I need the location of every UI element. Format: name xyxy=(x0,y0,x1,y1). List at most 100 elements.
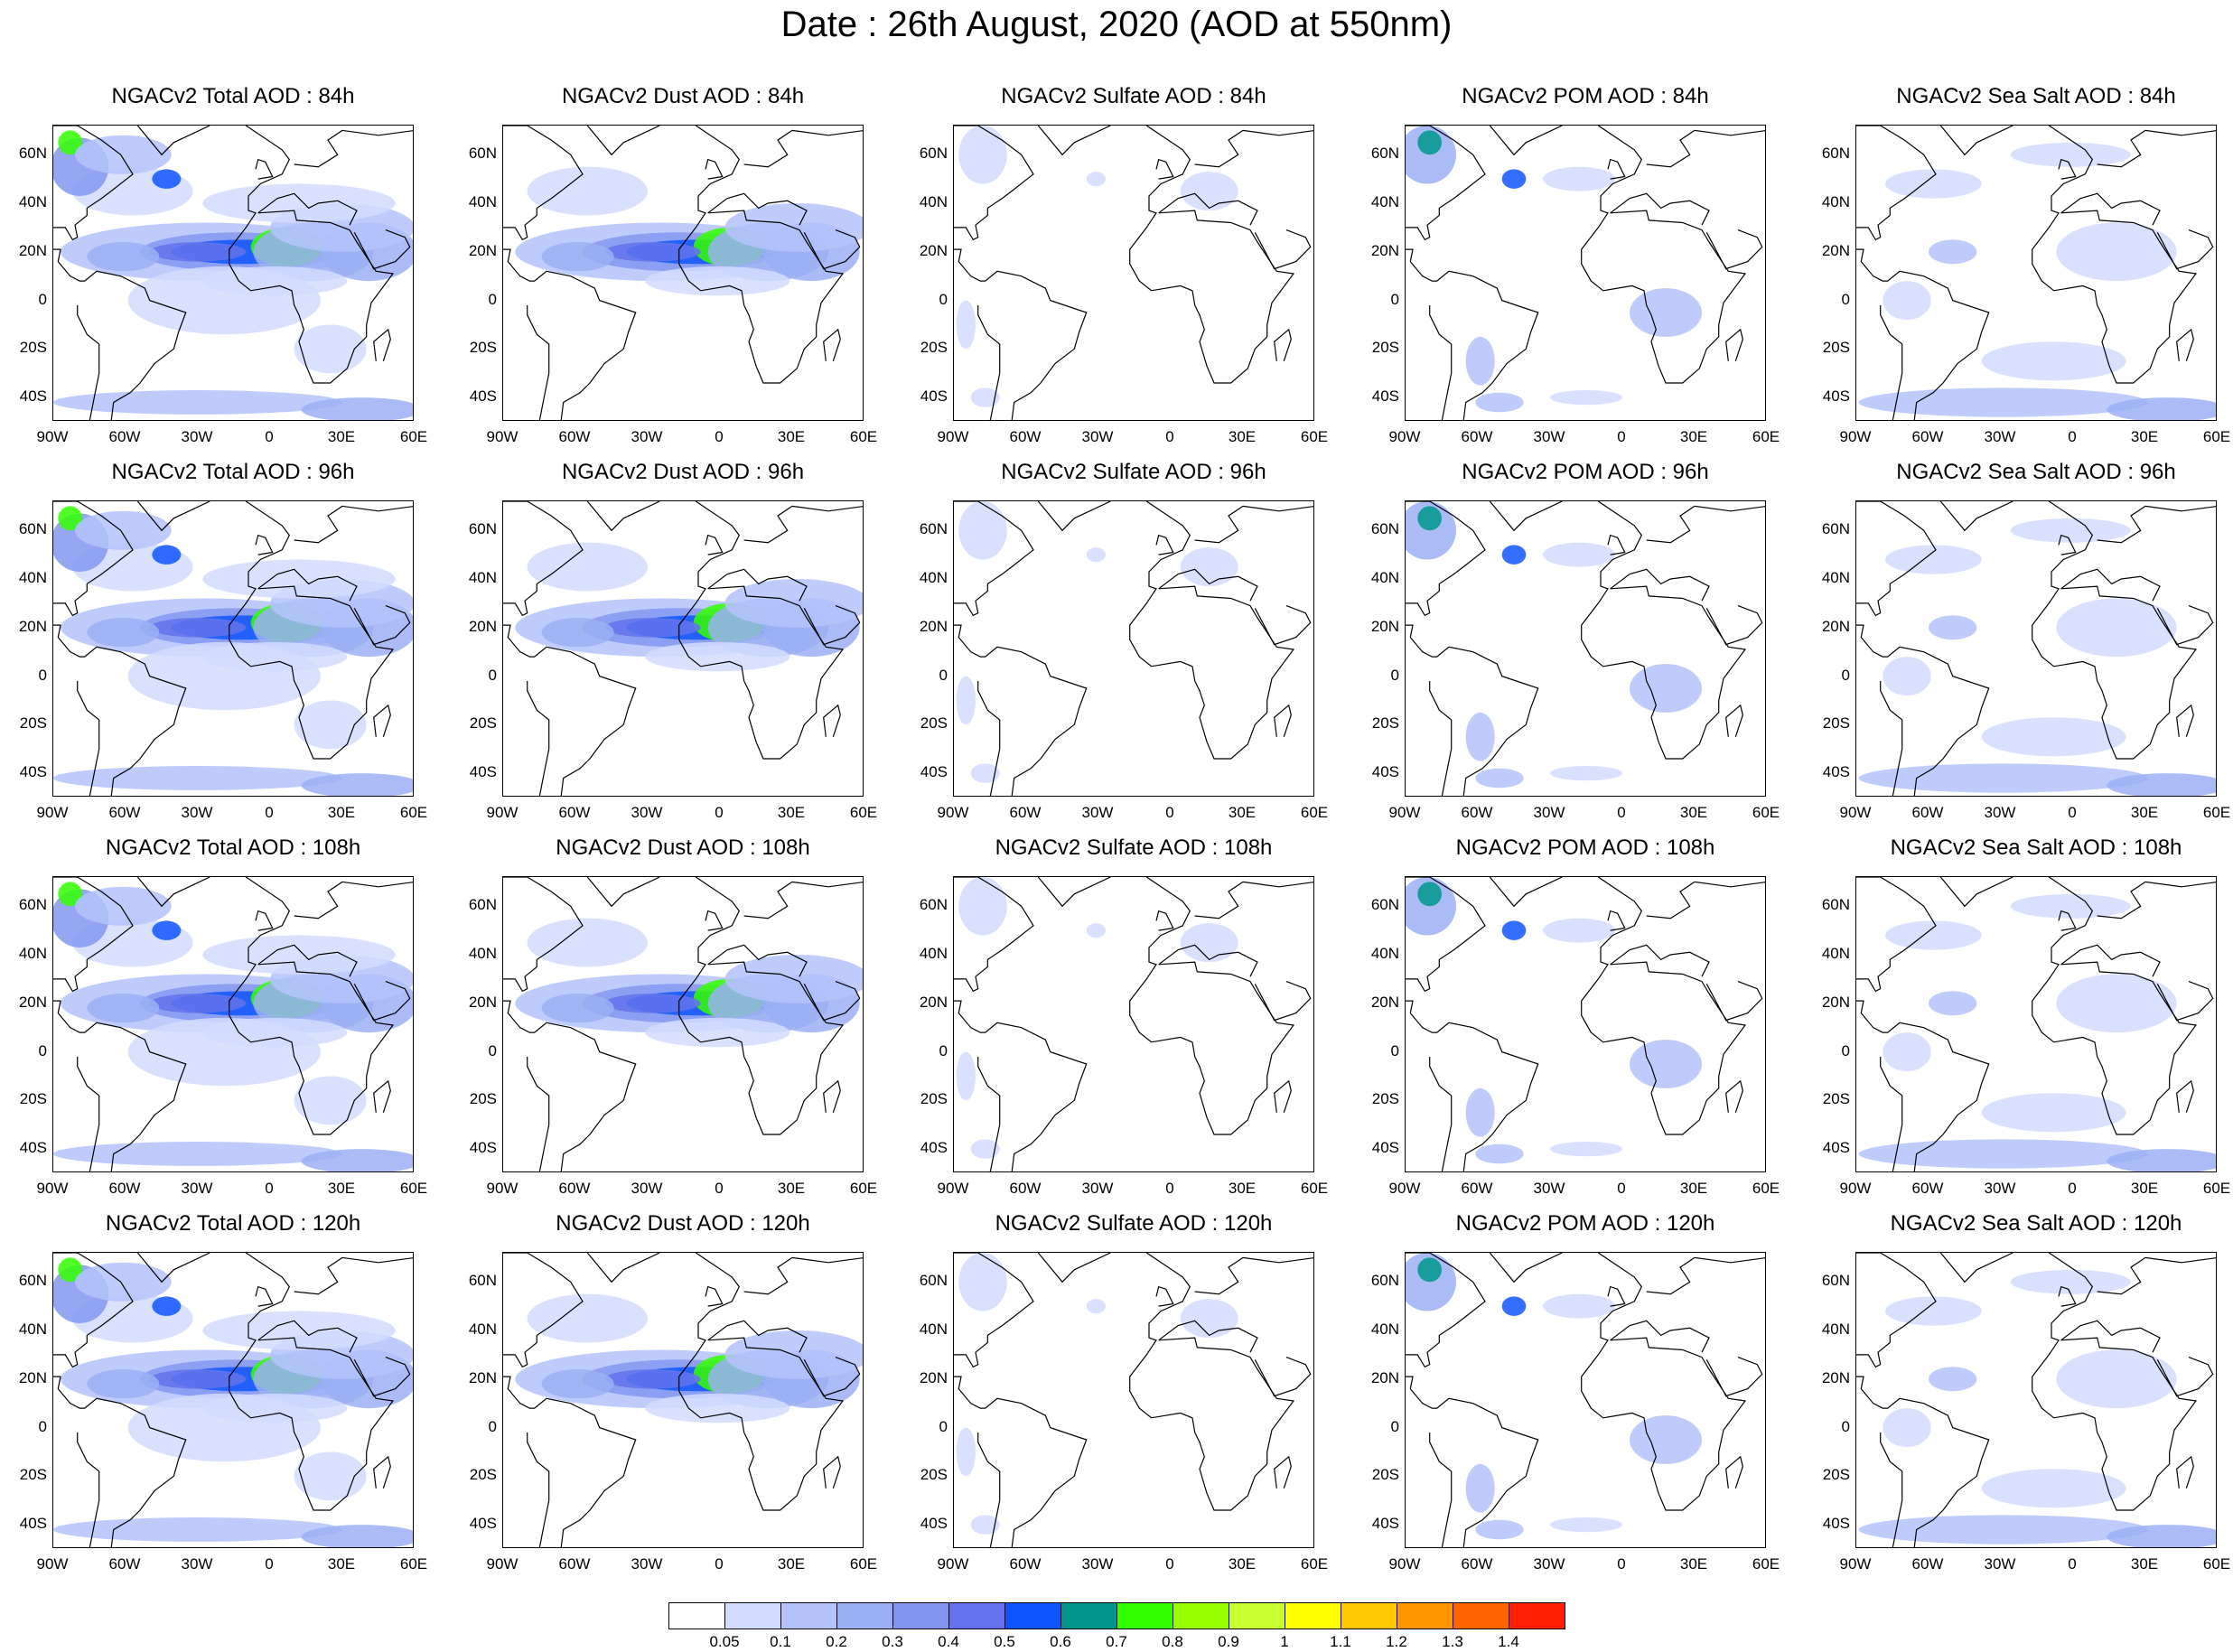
coastline xyxy=(1037,501,1111,532)
coastline xyxy=(1646,505,1765,544)
aod-field xyxy=(2056,598,2177,658)
coastline xyxy=(1880,1433,1903,1547)
coastline xyxy=(1705,981,1763,1022)
lon-tick-label: 0 xyxy=(265,1180,274,1197)
aod-field xyxy=(541,1369,614,1399)
coastline xyxy=(1254,981,1312,1022)
lat-tick-label: 0 xyxy=(488,666,497,684)
coastline xyxy=(1880,1057,1903,1171)
aod-field xyxy=(1929,615,1977,640)
aod-field xyxy=(1465,336,1495,386)
lon-tick-label: 30W xyxy=(181,804,213,821)
coastline xyxy=(353,605,411,646)
aod-field xyxy=(294,324,367,374)
lat-tick-label: 0 xyxy=(939,1417,948,1435)
coastline xyxy=(1129,501,1295,760)
lon-tick-label: 30W xyxy=(1081,804,1114,821)
aod-field xyxy=(75,886,172,926)
aod-field xyxy=(149,1369,247,1389)
lon-tick-label: 30E xyxy=(777,428,806,445)
lat-tick-label: 60N xyxy=(919,896,948,914)
coastline xyxy=(2097,129,2216,168)
lat-tick-label: 0 xyxy=(1390,666,1399,684)
lat-tick-label: 40N xyxy=(919,1321,948,1339)
lon-tick-label: 60E xyxy=(849,1180,878,1197)
coastline xyxy=(2060,1320,2161,1353)
coastline xyxy=(1194,881,1313,919)
lon-tick-label: 60E xyxy=(2202,1555,2231,1573)
lon-tick-label: 90W xyxy=(36,1180,69,1197)
panel-title: NGACv2 Dust AOD : 120h xyxy=(556,1211,810,1236)
coastline xyxy=(257,192,358,226)
aod-field xyxy=(1981,1093,2126,1133)
aod-field xyxy=(2056,1349,2177,1409)
lat-tick-label: 40N xyxy=(1821,569,1850,587)
coastline xyxy=(1856,877,1937,993)
lat-tick-label: 0 xyxy=(939,666,948,684)
aod-field xyxy=(958,877,1007,936)
coastline xyxy=(2176,1455,2194,1489)
lon-tick-label: 0 xyxy=(715,428,724,445)
coastline xyxy=(803,981,861,1022)
coastline xyxy=(2156,605,2214,646)
lon-tick-label: 90W xyxy=(1839,804,1872,821)
lon-tick-label: 0 xyxy=(265,804,274,821)
aod-field xyxy=(1929,991,1977,1016)
lat-tick-label: 20S xyxy=(920,1466,948,1484)
coastline xyxy=(803,1357,861,1397)
colorbar-tick-label: 0.8 xyxy=(1162,1633,1183,1650)
lon-tick-label: 60E xyxy=(1752,428,1780,445)
coastline xyxy=(1194,505,1313,544)
lat-tick-label: 20N xyxy=(468,617,497,635)
lat-tick-label: 40S xyxy=(19,763,47,781)
aod-field xyxy=(75,135,172,174)
lon-tick-label: 60E xyxy=(1300,428,1329,445)
coastline xyxy=(373,704,391,737)
lat-tick-label: 20N xyxy=(1821,617,1850,635)
lon-tick-label: 30W xyxy=(1081,428,1114,445)
aod-field xyxy=(1885,169,1982,199)
lon-tick-label: 0 xyxy=(2068,804,2077,821)
coastline xyxy=(803,605,861,646)
aod-field xyxy=(1885,545,1982,574)
coastline xyxy=(503,1376,637,1547)
aod-field xyxy=(1475,768,1524,789)
lon-tick-label: 30E xyxy=(2130,804,2159,821)
coastline xyxy=(1705,229,1763,270)
lon-tick-label: 30E xyxy=(1679,804,1708,821)
coastline xyxy=(257,568,358,602)
lon-tick-label: 30E xyxy=(1679,428,1708,445)
lat-tick-label: 60N xyxy=(18,896,47,914)
aod-field xyxy=(53,1142,342,1166)
colorbar-tick-label: 1.4 xyxy=(1498,1633,1519,1650)
aod-field xyxy=(1630,288,1702,337)
lat-tick-label: 40N xyxy=(468,569,497,587)
coastline xyxy=(823,704,841,737)
lat-tick-label: 40S xyxy=(469,1139,497,1157)
lat-tick-label: 0 xyxy=(1841,1041,1850,1059)
coastline xyxy=(255,1285,274,1307)
lat-tick-label: 60N xyxy=(1370,145,1399,163)
coastline xyxy=(1646,129,1765,168)
colorbar-tick-label: 0.7 xyxy=(1106,1633,1127,1650)
aod-field xyxy=(58,506,82,531)
lat-tick-label: 20S xyxy=(920,339,948,357)
coastline xyxy=(705,534,724,555)
lon-tick-label: 60W xyxy=(108,1555,141,1573)
lat-tick-label: 20N xyxy=(1821,241,1850,259)
lat-tick-label: 40N xyxy=(1821,945,1850,963)
lat-tick-label: 40S xyxy=(469,387,497,406)
coastline xyxy=(1254,605,1312,646)
aod-field xyxy=(1885,920,1982,950)
coastline xyxy=(1939,501,2013,532)
lat-tick-label: 20S xyxy=(920,714,948,733)
coastline xyxy=(257,1320,358,1353)
lat-tick-label: 0 xyxy=(939,290,948,308)
aod-field xyxy=(149,994,247,1013)
lon-tick-label: 60E xyxy=(1752,1555,1780,1573)
map-panel xyxy=(52,500,414,797)
aod-field xyxy=(1465,1463,1495,1513)
coastline xyxy=(823,328,841,361)
aod-field xyxy=(1630,1415,1702,1464)
lon-tick-label: 30E xyxy=(2130,1555,2159,1573)
